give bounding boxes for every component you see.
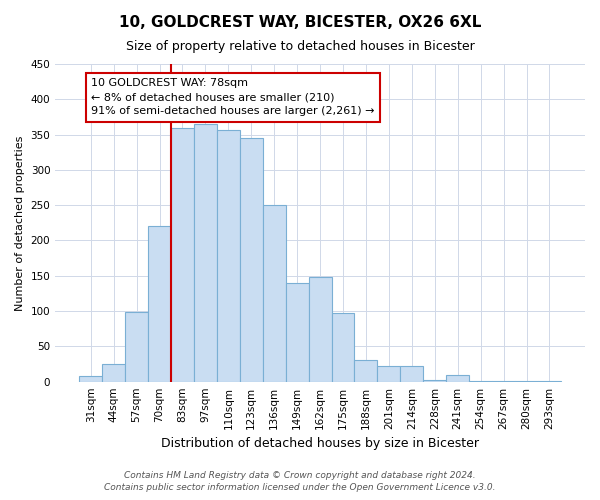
Bar	[538, 381, 561, 382]
Text: Size of property relative to detached houses in Bicester: Size of property relative to detached ho…	[125, 40, 475, 53]
Bar	[377, 366, 400, 382]
Bar	[148, 226, 171, 382]
Bar	[79, 376, 102, 382]
Bar	[515, 381, 538, 382]
Bar	[308, 277, 332, 382]
Bar	[102, 364, 125, 382]
Y-axis label: Number of detached properties: Number of detached properties	[15, 135, 25, 310]
Text: 10 GOLDCREST WAY: 78sqm
← 8% of detached houses are smaller (210)
91% of semi-de: 10 GOLDCREST WAY: 78sqm ← 8% of detached…	[91, 78, 374, 116]
Bar	[400, 366, 423, 382]
Bar	[171, 128, 194, 382]
Bar	[446, 374, 469, 382]
Bar	[469, 381, 492, 382]
Bar	[194, 124, 217, 382]
Bar	[217, 130, 240, 382]
Bar	[492, 381, 515, 382]
Bar	[286, 283, 308, 382]
Bar	[125, 312, 148, 382]
Bar	[240, 138, 263, 382]
Bar	[355, 360, 377, 382]
Text: 10, GOLDCREST WAY, BICESTER, OX26 6XL: 10, GOLDCREST WAY, BICESTER, OX26 6XL	[119, 15, 481, 30]
X-axis label: Distribution of detached houses by size in Bicester: Distribution of detached houses by size …	[161, 437, 479, 450]
Text: Contains HM Land Registry data © Crown copyright and database right 2024.
Contai: Contains HM Land Registry data © Crown c…	[104, 471, 496, 492]
Bar	[263, 205, 286, 382]
Bar	[423, 380, 446, 382]
Bar	[332, 313, 355, 382]
